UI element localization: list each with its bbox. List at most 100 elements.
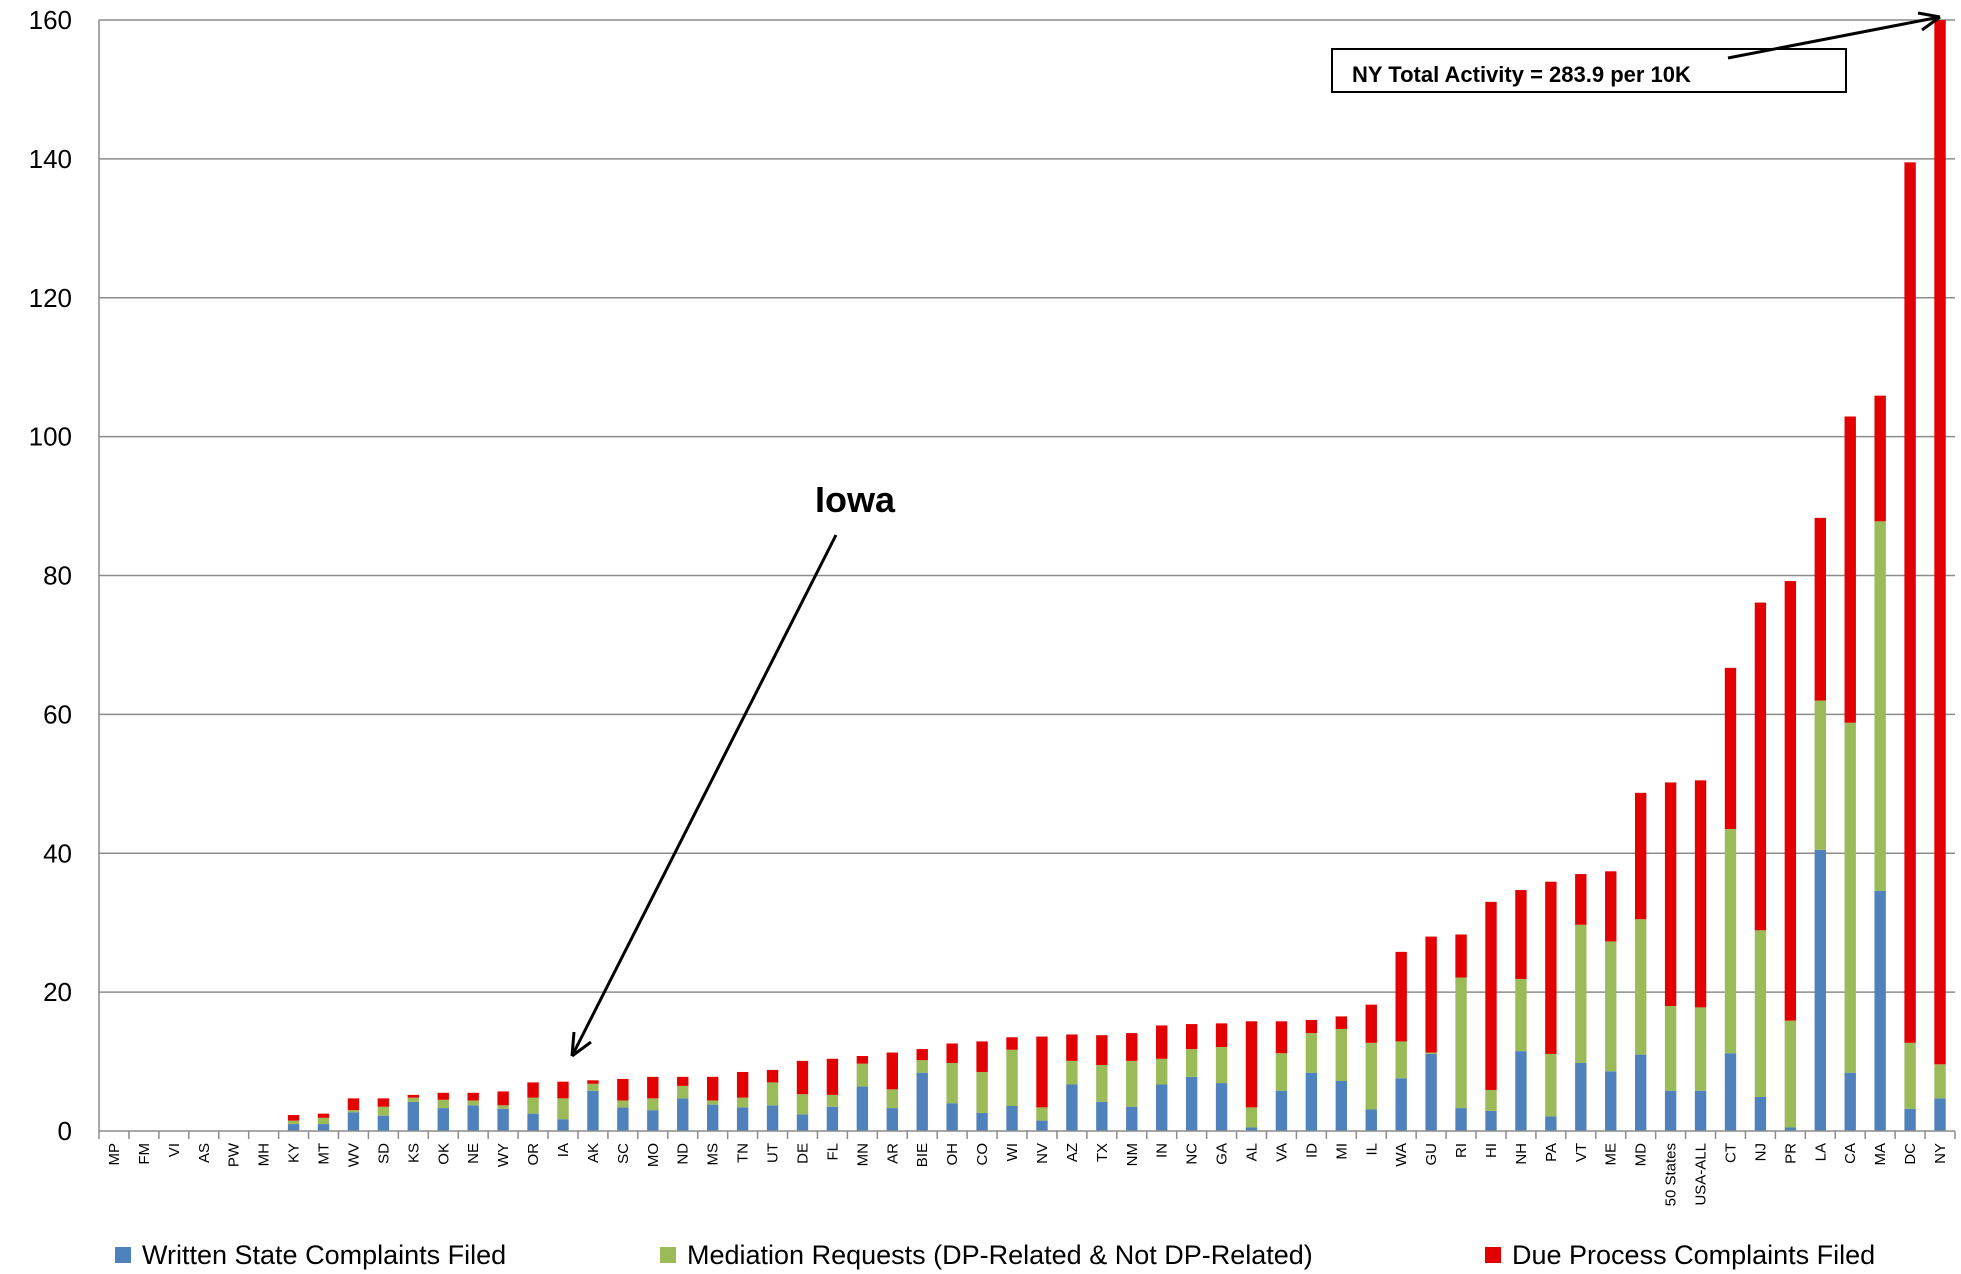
bar-segment-due-process [1335, 1016, 1348, 1029]
bar-segment-written [1126, 1106, 1138, 1131]
y-tick-label: 80 [43, 561, 72, 591]
bar-segment-mediation [736, 1097, 749, 1108]
bar-segment-mediation [1066, 1060, 1078, 1085]
bar-segment-mediation [1605, 941, 1617, 1072]
bar-segment-mediation [1545, 1053, 1557, 1117]
bar-segment-mediation [587, 1083, 599, 1091]
bar-segment-mediation [1724, 828, 1737, 1054]
x-category-label: VI [166, 1143, 183, 1157]
bar-segment-written [377, 1115, 390, 1131]
x-category-label: PA [1543, 1143, 1560, 1162]
bar-segment-written [886, 1108, 898, 1131]
x-category-label: NE [465, 1143, 482, 1164]
bar-segment-mediation [1305, 1033, 1318, 1073]
bar-segment-mediation [1754, 930, 1767, 1097]
bar-segment-due-process [796, 1060, 809, 1095]
bar-segment-mediation [647, 1098, 659, 1111]
bar-segment-mediation [437, 1099, 449, 1109]
x-category-label: AL [1244, 1143, 1261, 1161]
y-axis-tick-labels: 0 20 40 60 80 100 120 140 160 [29, 5, 72, 1146]
bar-segment-due-process [1156, 1025, 1168, 1059]
x-category-label: NY [1932, 1143, 1949, 1164]
bar-segment-mediation [706, 1100, 719, 1105]
x-category-label: OH [944, 1143, 961, 1166]
bar-segment-mediation [946, 1062, 958, 1104]
bar-segment-written [1754, 1096, 1767, 1131]
x-category-label: VT [1573, 1143, 1590, 1162]
x-category-label: GU [1423, 1143, 1440, 1166]
x-category-label: CA [1842, 1143, 1859, 1164]
bar-segment-written [1844, 1072, 1856, 1131]
bar-segment-mediation [1126, 1060, 1138, 1107]
x-category-label: WV [345, 1143, 362, 1167]
bar-segment-written [1485, 1110, 1497, 1131]
x-category-label: AS [196, 1143, 213, 1163]
bar-segment-due-process [1126, 1033, 1138, 1061]
bar-segment-written [497, 1108, 509, 1131]
x-category-label: OK [435, 1143, 452, 1165]
bar-segment-written [1814, 849, 1826, 1131]
x-category-label: SC [615, 1143, 632, 1164]
x-category-label: MH [256, 1143, 273, 1166]
x-category-label: NC [1184, 1143, 1201, 1165]
x-category-label: SD [375, 1143, 392, 1164]
y-tick-label: 0 [58, 1116, 72, 1146]
legend-label: Due Process Complaints Filed [1512, 1240, 1875, 1270]
bar-segment-due-process [1784, 581, 1797, 1021]
bar-segment-due-process [1485, 901, 1497, 1091]
bar-segment-written [1904, 1108, 1916, 1131]
bar-segment-written [347, 1112, 360, 1131]
bar-segment-mediation [1185, 1049, 1198, 1077]
bar-segment-mediation [1365, 1042, 1377, 1110]
bar-segment-mediation [467, 1100, 479, 1106]
bar-segment-due-process [1066, 1034, 1078, 1061]
y-tick-label: 60 [43, 699, 72, 729]
bar-segment-due-process [377, 1098, 390, 1107]
bar-segment-written [1185, 1076, 1198, 1131]
x-category-label: NJ [1752, 1143, 1769, 1161]
bar-segment-written [617, 1107, 629, 1131]
bar-segment-due-process [1365, 1004, 1377, 1043]
x-category-label: WY [495, 1143, 512, 1167]
x-category-label: MT [316, 1143, 333, 1165]
bar-segment-mediation [856, 1063, 869, 1087]
x-category-label: OR [525, 1143, 542, 1166]
bar-segment-written [1934, 1098, 1946, 1131]
bar-segment-due-process [557, 1081, 569, 1099]
bar-segment-written [587, 1090, 599, 1131]
bar-segment-due-process [916, 1049, 928, 1061]
bar-segment-written [407, 1101, 420, 1131]
iowa-annotation: Iowa [570, 479, 896, 1058]
x-category-label: TN [735, 1143, 752, 1163]
x-category-label: MP [106, 1143, 123, 1166]
bar-segment-due-process [1664, 782, 1677, 1007]
bar-segment-mediation [1634, 919, 1647, 1055]
bar-segment-due-process [1754, 602, 1767, 931]
bar-segment-due-process [1245, 1021, 1258, 1108]
bar-segment-written [1455, 1108, 1467, 1131]
bar-segment-due-process [1275, 1021, 1288, 1054]
x-category-label: NH [1513, 1143, 1530, 1165]
legend-swatch [660, 1247, 676, 1263]
x-category-label: 50 States [1663, 1143, 1680, 1206]
x-category-label: GA [1214, 1143, 1231, 1165]
bar-segment-due-process [976, 1041, 988, 1072]
bar-segment-written [826, 1106, 839, 1131]
legend-swatch [115, 1247, 131, 1263]
bar-segment-written [856, 1086, 869, 1131]
bar-segment-due-process [1575, 874, 1587, 925]
x-category-label: TX [1094, 1143, 1111, 1162]
bar-segment-written [1634, 1054, 1647, 1131]
axes [98, 20, 1956, 1139]
x-category-label: MO [645, 1143, 662, 1167]
bar-segment-written [1694, 1090, 1707, 1131]
legend-item: Mediation Requests (DP-Related & Not DP-… [660, 1240, 1313, 1270]
bar-segment-written [1724, 1053, 1737, 1131]
bar-segment-written [736, 1107, 749, 1131]
bar-segment-written [1575, 1062, 1587, 1131]
bar-segment-written [916, 1072, 928, 1131]
bar-segment-due-process [856, 1056, 869, 1064]
x-category-label: LA [1812, 1143, 1829, 1161]
bar-segment-written [467, 1105, 479, 1131]
